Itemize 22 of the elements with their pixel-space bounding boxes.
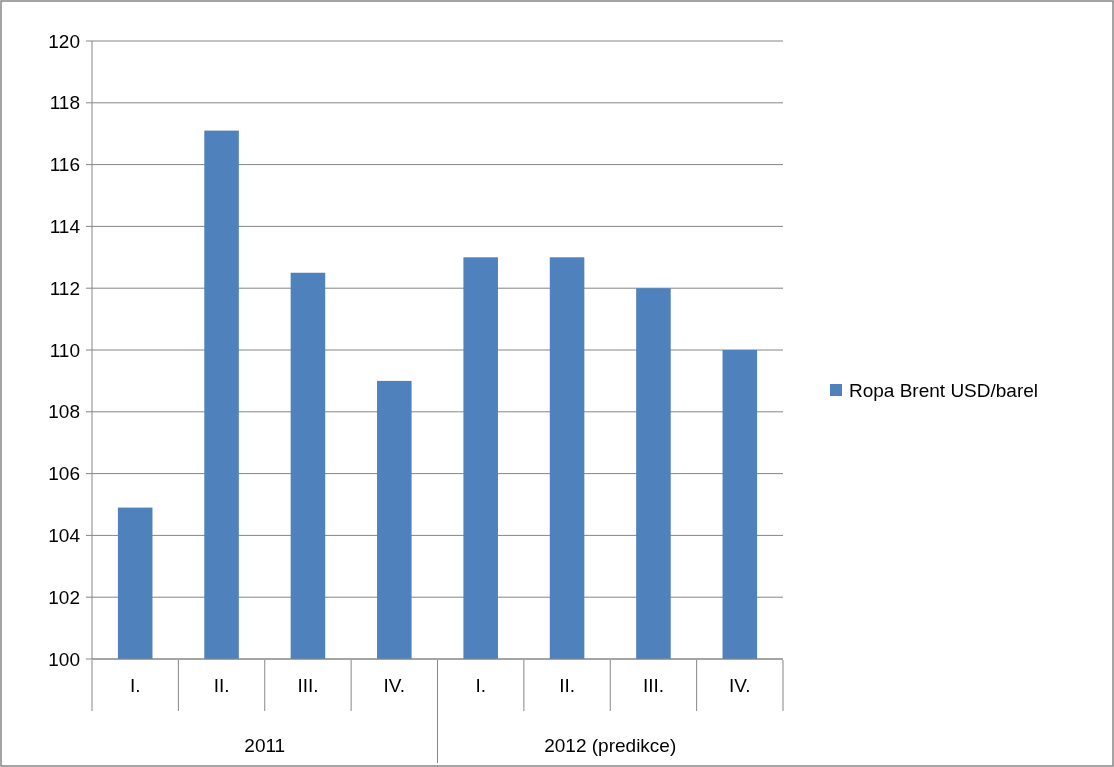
x-tick-label: I.	[475, 675, 486, 696]
y-tick-label: 112	[49, 277, 80, 299]
y-tick-label: 104	[48, 525, 81, 547]
y-tick-label: 110	[49, 339, 80, 361]
x-tick-label: II.	[213, 675, 230, 696]
legend-label: Ropa Brent USD/barel	[849, 379, 1039, 401]
y-tick-label: 106	[48, 463, 80, 485]
x-tick-label: IV.	[383, 675, 406, 696]
x-tick-label: I.	[129, 675, 141, 696]
x-tick-label: III.	[642, 675, 664, 696]
y-tick-label: 102	[48, 586, 80, 608]
y-tick-label: 114	[49, 216, 81, 238]
y-tick-label: 116	[49, 154, 80, 176]
x-tick-label: II.	[559, 675, 575, 696]
y-tick-label: 100	[48, 648, 80, 670]
text: 2012 (predikce)	[544, 735, 677, 756]
x-tick-label: IV.	[729, 675, 751, 696]
text: 2011	[244, 735, 286, 756]
y-tick-label: 118	[49, 92, 80, 114]
y-tick-label: 120	[48, 30, 80, 52]
y-tick-label: 108	[48, 401, 80, 423]
x-tick-label: III.	[297, 675, 319, 696]
